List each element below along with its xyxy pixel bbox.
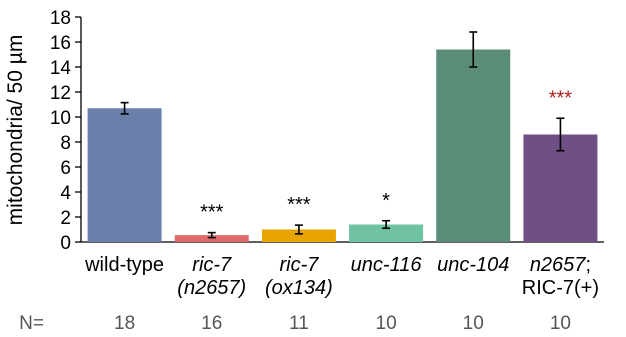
category-label: ric-7 bbox=[279, 254, 319, 276]
bar bbox=[349, 224, 424, 242]
n-value: 10 bbox=[376, 313, 397, 334]
y-tick-label: 6 bbox=[60, 158, 71, 179]
category-label: n2657; bbox=[530, 254, 591, 276]
y-tick-label: 2 bbox=[60, 208, 71, 229]
n-value: 10 bbox=[550, 313, 571, 334]
bar bbox=[174, 235, 249, 242]
y-tick-label: 18 bbox=[50, 8, 71, 29]
y-tick-label: 12 bbox=[50, 83, 71, 104]
significance-label: * bbox=[382, 190, 390, 212]
category-label: (n2657) bbox=[177, 277, 246, 299]
n-value: 11 bbox=[289, 313, 309, 334]
significance-label: *** bbox=[549, 87, 573, 109]
y-tick-label: 14 bbox=[50, 58, 72, 79]
bar bbox=[523, 134, 598, 242]
y-tick-label: 10 bbox=[50, 108, 71, 129]
n-value: 18 bbox=[114, 313, 135, 334]
n-value: 16 bbox=[201, 313, 222, 334]
category-label: unc-104 bbox=[437, 254, 509, 276]
bar bbox=[436, 49, 511, 242]
category-label: ric-7 bbox=[192, 254, 232, 276]
labels: wild-type18***ric-7(n2657)16***ric-7(ox1… bbox=[84, 87, 599, 334]
bars bbox=[87, 31, 598, 242]
y-tick-label: 8 bbox=[60, 133, 71, 154]
bar bbox=[87, 108, 162, 242]
y-tick-label: 4 bbox=[60, 183, 71, 204]
bar bbox=[261, 229, 336, 242]
category-label: unc-116 bbox=[351, 254, 423, 276]
category-label: wild-type bbox=[84, 254, 164, 276]
category-label: RIC-7(+) bbox=[522, 277, 599, 299]
n-label: N= bbox=[19, 313, 44, 334]
significance-label: *** bbox=[287, 194, 311, 216]
y-tick-label: 16 bbox=[50, 33, 71, 54]
axes: 0 2 4 6 8 10 12 14 16 18 bbox=[50, 8, 604, 254]
n-value: 10 bbox=[463, 313, 484, 334]
category-label: (ox134) bbox=[265, 277, 333, 299]
y-axis-label: mitochondria/ 50 µm bbox=[4, 35, 27, 226]
significance-label: *** bbox=[200, 202, 224, 224]
y-tick-label: 0 bbox=[60, 233, 71, 254]
